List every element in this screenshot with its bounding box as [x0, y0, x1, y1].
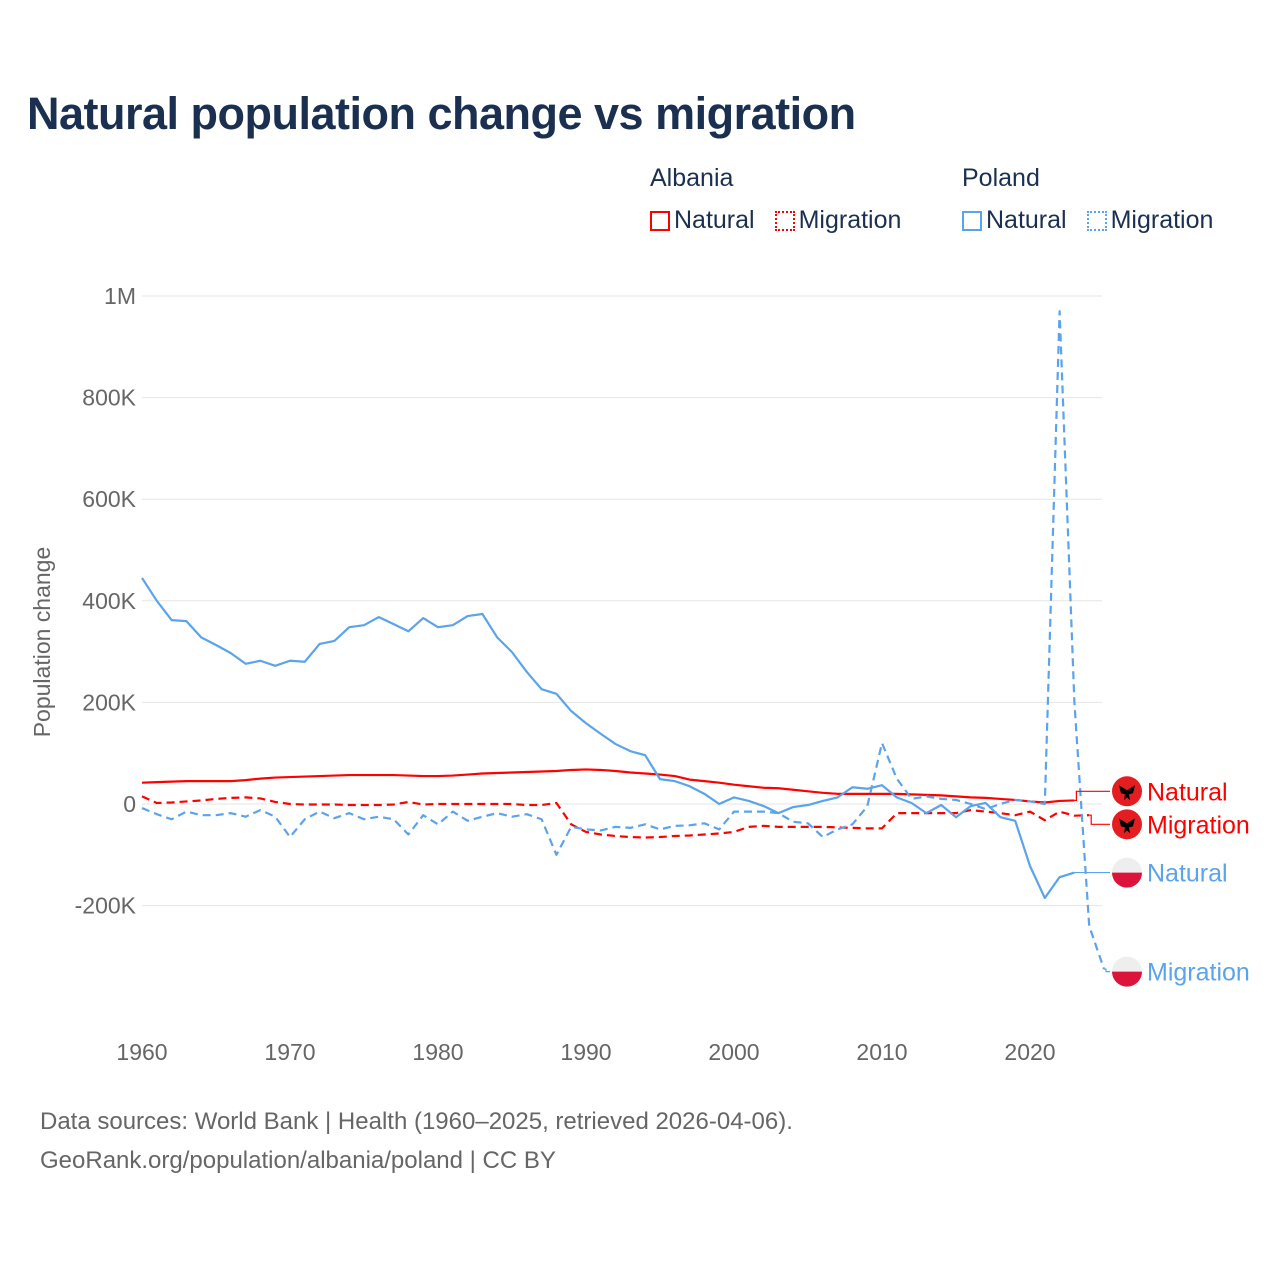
- poland-flag-icon: [1112, 857, 1142, 888]
- eagle-icon: [1119, 818, 1135, 834]
- end-label-albania-migration: Migration: [1147, 811, 1250, 839]
- y-tick-label: 0: [123, 791, 136, 817]
- x-tick-label: 2020: [1004, 1039, 1055, 1065]
- y-tick-label: 800K: [82, 385, 136, 411]
- x-tick-label: 2000: [708, 1039, 759, 1065]
- legend-label: Migration: [798, 206, 902, 234]
- legend-albania: Natural Migration: [650, 206, 921, 235]
- x-tick-label: 1960: [116, 1039, 167, 1065]
- x-tick-label: 1980: [412, 1039, 463, 1065]
- poland-flag-icon: [1112, 956, 1142, 987]
- x-tick-label: 2010: [856, 1039, 907, 1065]
- label-leader-line: [1104, 968, 1110, 973]
- legend-label: Natural: [674, 206, 755, 234]
- label-leader-line: [1089, 814, 1110, 825]
- legend-item-albania-migration[interactable]: Migration: [774, 206, 902, 235]
- solid-swatch-icon: [962, 210, 982, 231]
- legend-group-albania: Albania: [650, 164, 734, 192]
- legend-label: Natural: [986, 206, 1067, 234]
- chart-title: Natural population change vs migration: [27, 88, 856, 139]
- y-tick-label: 600K: [82, 486, 136, 512]
- footer-link[interactable]: GeoRank.org/population/albania/poland | …: [40, 1147, 556, 1174]
- x-tick-label: 1970: [264, 1039, 315, 1065]
- y-tick-label: 1M: [104, 283, 136, 309]
- label-leader-line: [1074, 790, 1110, 802]
- y-axis-label: Population change: [29, 547, 55, 738]
- legend-poland: Natural Migration: [962, 206, 1233, 235]
- y-tick-label: 400K: [82, 588, 136, 614]
- dotted-swatch-icon: [774, 210, 795, 231]
- series-line-albania-natural: [141, 768, 1075, 804]
- legend-item-albania-natural[interactable]: Natural: [650, 206, 755, 235]
- legend-item-poland-natural[interactable]: Natural: [962, 206, 1067, 235]
- end-label-poland-natural: Natural: [1147, 860, 1228, 888]
- flag-red-half: [1112, 971, 1142, 987]
- solid-swatch-icon: [650, 210, 670, 231]
- eagle-icon: [1119, 785, 1135, 801]
- series-line-poland-natural: [141, 577, 1075, 900]
- end-label-albania-natural: Natural: [1147, 778, 1228, 806]
- y-tick-label: 200K: [82, 689, 136, 715]
- legend-group-poland: Poland: [962, 164, 1040, 192]
- x-tick-label: 1990: [560, 1039, 611, 1065]
- series-line-poland-migration: [141, 310, 1106, 970]
- series-line-albania-migration: [141, 795, 1090, 839]
- end-label-poland-migration: Migration: [1147, 959, 1250, 987]
- flag-red-half: [1112, 872, 1142, 888]
- y-tick-label: -200K: [75, 893, 137, 919]
- albania-flag-icon: [1112, 809, 1142, 840]
- legend-item-poland-migration[interactable]: Migration: [1086, 206, 1214, 235]
- legend-label: Migration: [1110, 206, 1214, 234]
- dotted-swatch-icon: [1086, 210, 1107, 231]
- footer-sources: Data sources: World Bank | Health (1960–…: [40, 1108, 793, 1135]
- albania-flag-icon: [1112, 776, 1142, 807]
